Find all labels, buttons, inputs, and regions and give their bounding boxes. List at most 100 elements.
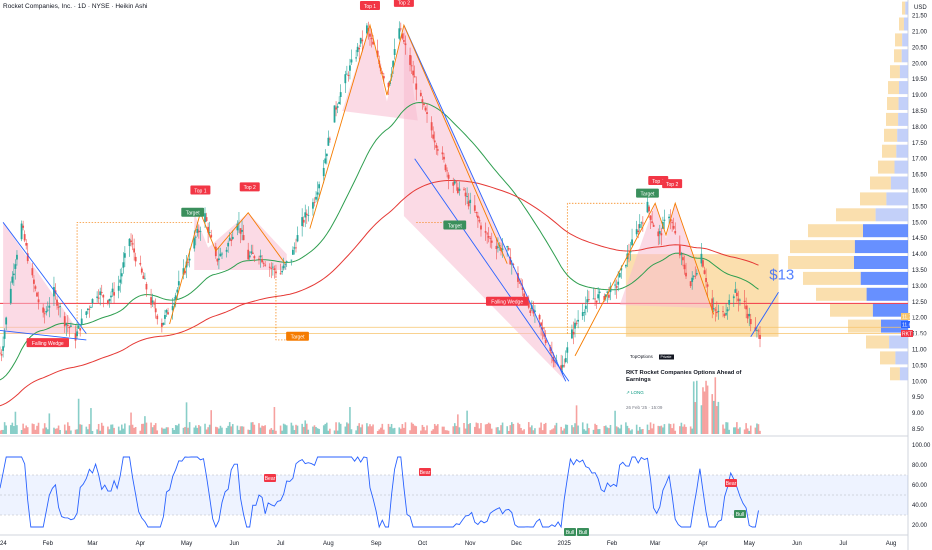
candle-body [16, 254, 18, 260]
candle-body [140, 268, 143, 273]
candle-body [182, 268, 185, 275]
volume-profile-bar [860, 192, 887, 206]
time-tick-label: Mar [650, 541, 660, 547]
time-tick-label: Jul [839, 541, 847, 547]
candle-body [275, 271, 277, 274]
candle-body [70, 325, 72, 327]
volume-bar [102, 425, 105, 434]
rsi-line [0, 456, 759, 529]
volume-bar [133, 427, 135, 434]
volume-bar [151, 427, 154, 434]
candle-body [293, 247, 296, 249]
candle-body [702, 260, 704, 267]
volume-bar [506, 426, 508, 434]
candle-body [86, 308, 89, 311]
candle-body [316, 192, 319, 195]
candle-body [117, 285, 120, 291]
volume-profile-bar [854, 240, 908, 254]
volume-bar [555, 422, 558, 434]
volume-bar [376, 430, 379, 434]
volume-bar [165, 427, 168, 434]
volume-bar [458, 427, 461, 434]
volume-bar [304, 420, 307, 434]
volume-profile-bar [886, 192, 908, 206]
candle-body [239, 228, 242, 234]
volume-bar [120, 424, 123, 434]
volume-bar [412, 423, 414, 434]
volume-bar [421, 424, 424, 434]
candle-body [262, 262, 265, 264]
volume-bar [128, 425, 131, 434]
candle-body [756, 330, 758, 332]
candle-body [489, 238, 492, 239]
volume-bar [281, 430, 283, 434]
volume-bar [131, 424, 134, 434]
candle-body [507, 247, 510, 250]
volume-bar [142, 423, 145, 434]
volume-bar [649, 422, 652, 434]
volume-bar [174, 425, 177, 434]
volume-bar [302, 426, 305, 434]
candle-body [597, 294, 600, 299]
time-tick-label: Dec [511, 541, 522, 547]
volume-bar [316, 428, 319, 434]
candle-body [426, 112, 428, 114]
volume-bar [486, 423, 488, 434]
volume-bar [648, 429, 650, 434]
volume-bar [113, 427, 115, 434]
volume-bar [34, 429, 37, 434]
candle-body [22, 225, 25, 228]
volume-bar [409, 430, 411, 434]
rsi-tick-label: 40.00 [912, 503, 928, 509]
candle-body [735, 292, 738, 297]
candle-body [227, 242, 230, 247]
candle-body [435, 145, 438, 148]
volume-profile-bar [890, 176, 908, 190]
pattern-label: Top 2 [393, 0, 414, 7]
price-tick-label: 17.00 [912, 157, 928, 163]
volume-bar [672, 423, 675, 434]
volume-bar [447, 430, 450, 434]
volume-bar [615, 426, 618, 434]
volume-bar [164, 428, 166, 434]
candle-body [404, 43, 407, 46]
volume-bar [410, 422, 413, 434]
wedge-line [414, 158, 570, 382]
volume-bar [282, 423, 285, 434]
volume-bar [99, 430, 102, 434]
volume-bar [691, 428, 693, 434]
candle-body [743, 300, 746, 302]
volume-bar [279, 425, 282, 434]
candle-body [433, 140, 436, 143]
volume-bar [5, 425, 7, 434]
volume-bar [261, 425, 263, 434]
candle-body [683, 264, 686, 270]
candle-body [290, 259, 293, 261]
candle-body [473, 205, 476, 211]
rsi-divergence-label: Bull [579, 530, 587, 536]
volume-bar [685, 426, 687, 434]
volume-bar [716, 406, 718, 434]
volume-bar [57, 425, 60, 434]
candle-body [550, 351, 553, 353]
candle-body [423, 103, 425, 105]
rsi-tick-label: 20.00 [912, 523, 928, 529]
rsi-divergence-box [264, 474, 276, 482]
candle-body [74, 333, 77, 341]
volume-bar [605, 425, 607, 434]
idea-card-bg [620, 352, 688, 410]
volume-bar [312, 426, 314, 434]
candle-body [726, 309, 729, 312]
volume-bar [692, 381, 695, 434]
candle-body [259, 255, 262, 258]
pattern-label-text: Target [291, 335, 306, 341]
volume-bar [215, 426, 217, 434]
candle-body [107, 300, 109, 304]
volume-bar [210, 410, 212, 434]
volume-bar [403, 427, 405, 434]
time-tick-label: Feb [43, 541, 54, 547]
volume-bar [683, 424, 686, 434]
candle-body [577, 319, 579, 322]
candle-body [20, 223, 23, 240]
